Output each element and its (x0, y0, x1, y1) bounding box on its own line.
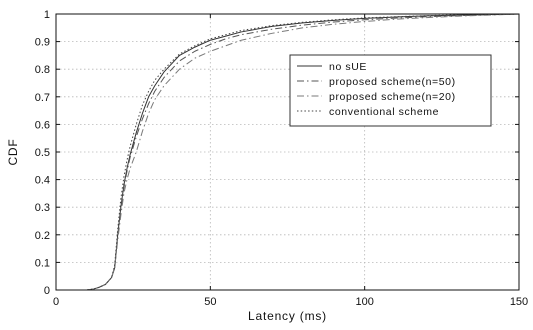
y-tick-label-10: 1 (44, 9, 50, 21)
series-line-3 (86, 13, 520, 291)
x-tick-label-1: 50 (204, 296, 216, 308)
series-line-1 (86, 13, 520, 291)
y-tick-label-5: 0.5 (35, 147, 50, 159)
x-tick-label-0: 0 (53, 296, 59, 308)
y-tick-label-1: 0.1 (35, 257, 50, 269)
legend-label-1: no sUE (329, 61, 367, 73)
y-tick-label-7: 0.7 (35, 92, 50, 104)
axis-ticks: 0 50 100 150 0 0.1 0.2 0.3 0.4 0.5 0.6 0.7 0.8 0.9 1 (35, 9, 528, 308)
legend-box (289, 54, 492, 127)
y-tick-label-6: 0.6 (35, 119, 50, 131)
y-axis-title: CDF (6, 138, 20, 165)
x-tick-label-3: 150 (510, 296, 528, 308)
y-tick-label-9: 0.9 (35, 37, 50, 49)
legend: no sUE proposed scheme(n=50) proposed sche… (289, 54, 492, 127)
y-tick-label-8: 0.8 (35, 64, 50, 76)
legend-label-4: conventional scheme (329, 106, 439, 118)
y-tick-label-0: 0 (44, 285, 50, 297)
x-axis-title: Latency (ms) (248, 309, 327, 323)
y-tick-label-4: 0.4 (35, 175, 50, 187)
series-layer (86, 13, 520, 291)
legend-label-3: proposed scheme(n=20) (329, 91, 456, 103)
y-tick-label-2: 0.2 (35, 230, 50, 242)
grid (56, 14, 519, 290)
legend-label-2: proposed scheme(n=50) (329, 76, 456, 88)
x-tick-label-2: 100 (355, 296, 373, 308)
y-tick-label-3: 0.3 (35, 202, 50, 214)
